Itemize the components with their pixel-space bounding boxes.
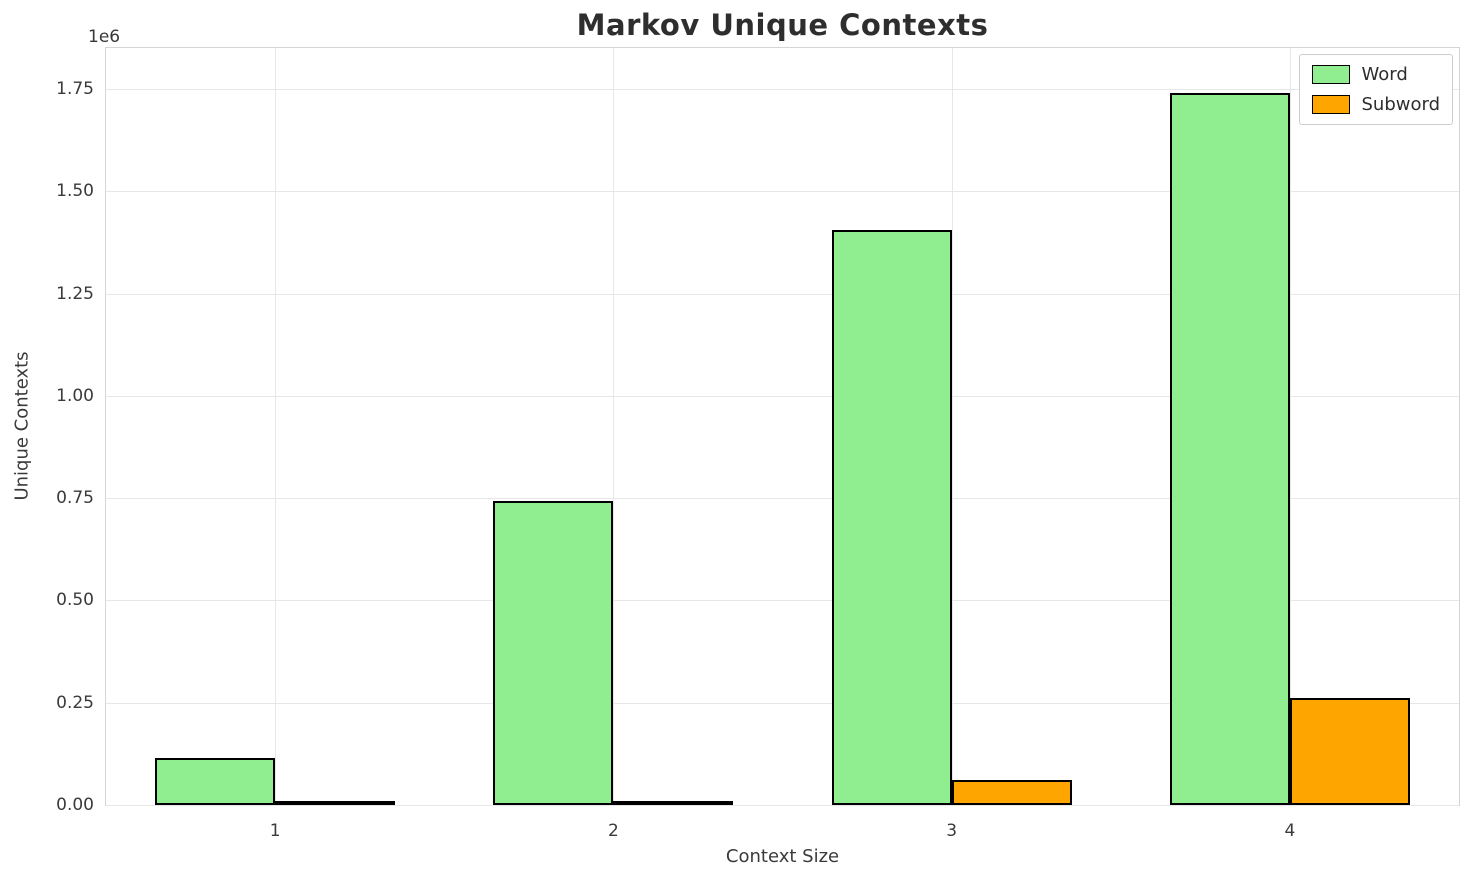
legend-entry: Word [1312, 64, 1440, 85]
x-tick-label: 4 [1284, 821, 1296, 841]
y-tick-label: 1.00 [56, 385, 94, 406]
x-gridline [275, 48, 277, 805]
y-tick-label: 1.25 [56, 283, 94, 304]
legend-label: Word [1361, 64, 1408, 85]
bar-word-3 [831, 230, 952, 805]
y-gridline [106, 191, 1459, 193]
bar-word-1 [155, 758, 276, 805]
chart-title: Markov Unique Contexts [576, 8, 989, 42]
x-gridline [951, 48, 953, 805]
y-gridline [106, 498, 1459, 500]
bar-subword-2 [613, 801, 734, 805]
bar-subword-1 [275, 801, 396, 805]
x-gridline [1289, 48, 1291, 805]
legend-entry: Subword [1312, 94, 1440, 115]
x-tick-label: 3 [946, 821, 958, 841]
legend: Word Subword [1299, 54, 1453, 125]
bar-word-2 [493, 501, 614, 805]
x-gridline [613, 48, 615, 805]
legend-swatch-subword [1312, 95, 1351, 114]
y-gridline [106, 395, 1459, 397]
bar-subword-3 [951, 780, 1072, 805]
bar-word-4 [1169, 93, 1290, 805]
y-gridline [106, 88, 1459, 90]
x-axis-label: Context Size [725, 846, 840, 867]
legend-swatch-word [1312, 65, 1351, 84]
legend-label: Subword [1361, 94, 1440, 115]
y-tick-label: 0.25 [56, 692, 94, 713]
x-tick-label: 2 [607, 821, 619, 841]
y-tick-label: 0.75 [56, 488, 94, 509]
y-gridline [106, 702, 1459, 704]
x-tick-label: 1 [269, 821, 281, 841]
y-tick-label: 1.50 [56, 181, 94, 202]
y-gridline [106, 600, 1459, 602]
y-tick-label: 1.75 [56, 78, 94, 99]
y-tick-label: 0.00 [56, 795, 94, 815]
plot-area: Word Subword 0.00 0.25 0.50 0.75 1.00 1.25 1.50… [56, 47, 1460, 841]
y-gridline [106, 293, 1459, 295]
y-tick-label: 0.50 [56, 590, 94, 611]
y-axis-offset-text: 1e6 [88, 27, 121, 47]
y-axis-label: Unique Contexts [11, 351, 33, 501]
bar-subword-4 [1289, 698, 1410, 805]
y-gridline [106, 805, 1459, 806]
